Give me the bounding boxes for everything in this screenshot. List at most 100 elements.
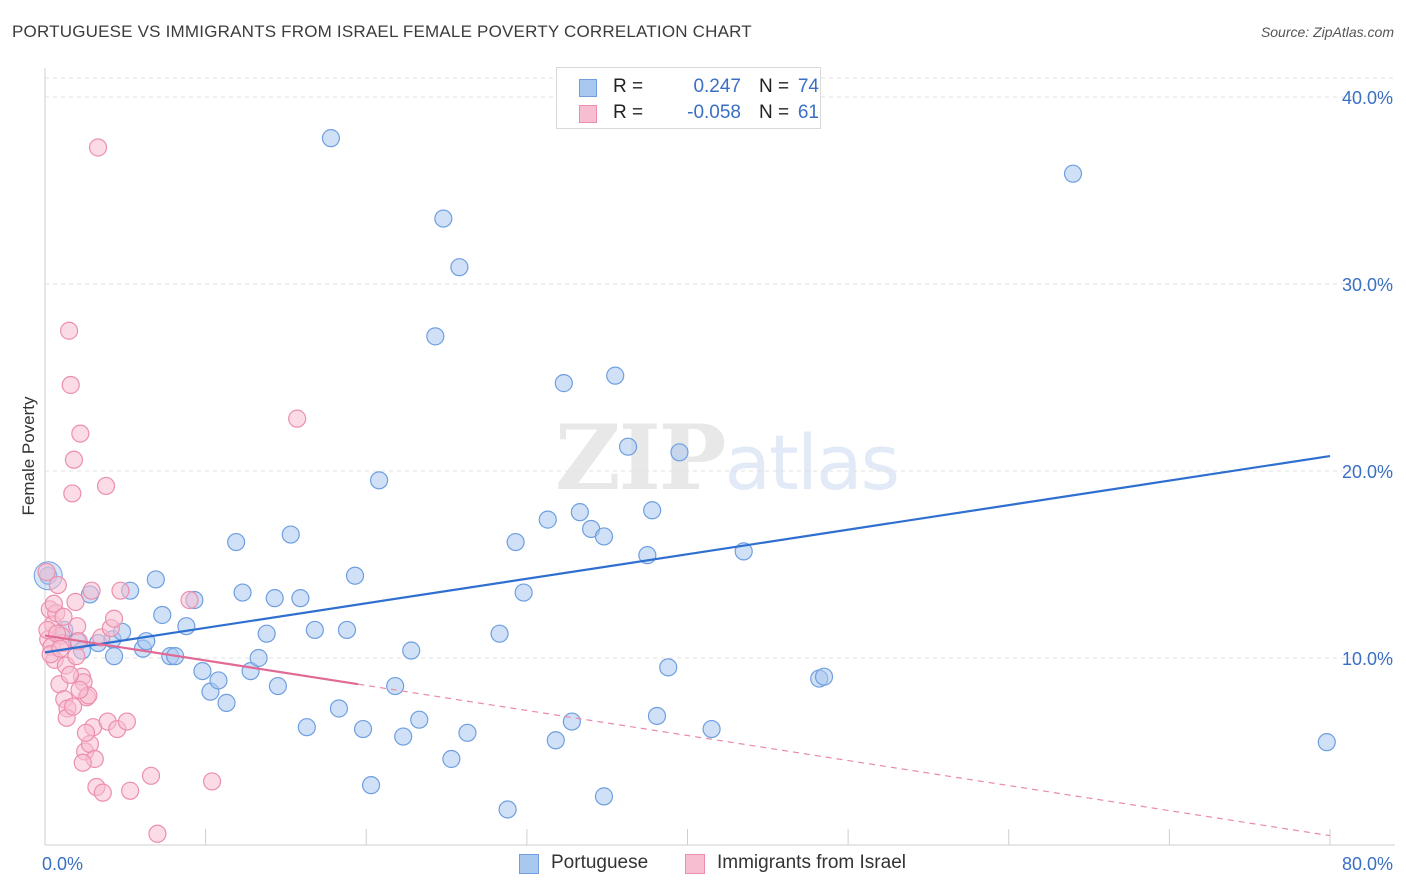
israel-point — [37, 562, 56, 582]
israel-point — [288, 409, 307, 428]
israel-point — [111, 581, 130, 600]
israel-point — [63, 484, 82, 503]
portuguese-point — [594, 787, 614, 806]
tick-labels: 10.0% 20.0% 30.0% 40.0% 0.0% 80.0% Female Pove… — [19, 88, 1393, 874]
y-tick-label: 40.0% — [1342, 88, 1393, 108]
gridlines — [45, 77, 1395, 659]
trend-line-israel — [44, 634, 359, 686]
israel-point — [141, 766, 161, 785]
portuguese-point — [345, 566, 365, 585]
portuguese-point — [606, 366, 625, 385]
y-tick-label: 10.0% — [1342, 649, 1393, 669]
y-tick-label: 20.0% — [1342, 462, 1393, 482]
legend-r-label: R = — [613, 102, 644, 123]
portuguese-point — [618, 437, 638, 456]
portuguese-point — [291, 589, 310, 608]
portuguese-point — [297, 718, 316, 737]
portuguese-point — [498, 800, 517, 819]
israel-point — [66, 592, 85, 612]
chart-title: PORTUGUESE VS IMMIGRANTS FROM ISRAEL FEM… — [12, 22, 752, 41]
israel-point — [71, 424, 90, 443]
series-portuguese-points — [33, 129, 1336, 819]
bottom-legend-label: Portuguese — [551, 852, 649, 873]
portuguese-point — [337, 620, 357, 640]
portuguese-point — [329, 699, 349, 718]
portuguese-point — [426, 327, 445, 346]
portuguese-point — [233, 583, 252, 602]
legend-n-label: N = — [759, 102, 790, 123]
israel-point — [82, 581, 101, 600]
portuguese-point — [104, 647, 124, 666]
portuguese-point — [410, 710, 429, 729]
portuguese-point — [647, 706, 667, 726]
portuguese-point — [268, 676, 288, 696]
portuguese-point — [594, 527, 614, 546]
israel-point — [60, 665, 79, 684]
portuguese-point — [153, 605, 172, 625]
bottom-legend-swatch-israel — [685, 854, 705, 874]
bottom-legend-label: Immigrants from Israel — [717, 852, 906, 873]
portuguese-point — [257, 624, 276, 643]
portuguese-point — [643, 501, 662, 520]
portuguese-point — [353, 719, 373, 739]
portuguese-point — [249, 648, 268, 668]
series-israel-points — [37, 138, 307, 843]
legend-n-value: 61 — [797, 102, 819, 123]
y-axis-label: Female Poverty — [19, 396, 38, 516]
israel-point — [148, 824, 167, 843]
portuguese-point — [538, 510, 557, 529]
portuguese-point — [209, 671, 228, 690]
portuguese-point — [227, 532, 246, 552]
israel-point — [73, 753, 92, 772]
israel-point — [70, 680, 89, 699]
portuguese-point — [670, 443, 689, 462]
portuguese-point — [490, 624, 509, 643]
portuguese-point — [370, 471, 389, 490]
israel-point — [47, 624, 67, 643]
source-label: Source: ZipAtlas.com — [1260, 24, 1394, 40]
portuguese-point — [1317, 733, 1336, 752]
israel-point — [96, 476, 116, 496]
portuguese-point — [814, 667, 834, 686]
portuguese-point — [514, 583, 533, 602]
portuguese-point — [1063, 164, 1083, 183]
legend-n-value: 74 — [797, 76, 819, 97]
portuguese-point — [281, 525, 300, 544]
israel-point — [44, 594, 63, 613]
israel-point — [54, 607, 73, 626]
israel-point — [121, 781, 140, 800]
portuguese-point — [554, 374, 573, 393]
x-tick-label: 0.0% — [42, 854, 83, 874]
portuguese-point — [305, 620, 324, 640]
portuguese-point — [442, 749, 461, 769]
portuguese-point — [562, 712, 581, 731]
bottom-legend-swatch-portuguese — [519, 854, 539, 874]
trend-line-portuguese — [44, 454, 1331, 654]
israel-point — [59, 321, 79, 340]
watermark-atlas: atlas — [724, 418, 900, 507]
israel-point — [202, 772, 222, 791]
portuguese-point — [458, 723, 477, 742]
israel-point — [117, 712, 137, 731]
portuguese-point — [659, 658, 678, 677]
portuguese-point — [434, 209, 453, 228]
portuguese-point — [506, 532, 525, 552]
portuguese-point — [193, 661, 212, 681]
legend-swatch-portuguese — [579, 79, 597, 97]
legend-r-label: R = — [613, 76, 644, 97]
portuguese-point — [386, 676, 405, 696]
legend-swatch-israel — [579, 105, 597, 123]
portuguese-point — [402, 641, 421, 660]
portuguese-point — [450, 258, 469, 277]
trend-lines — [44, 454, 1331, 837]
legend-n-label: N = — [759, 76, 790, 97]
portuguese-point — [361, 776, 381, 795]
y-tick-label: 30.0% — [1342, 275, 1393, 295]
israel-point — [180, 590, 199, 610]
israel-point — [67, 647, 86, 666]
trend-line-israel-extension — [358, 683, 1331, 837]
israel-point — [61, 375, 80, 395]
portuguese-point — [321, 129, 341, 148]
israel-point — [88, 138, 108, 157]
